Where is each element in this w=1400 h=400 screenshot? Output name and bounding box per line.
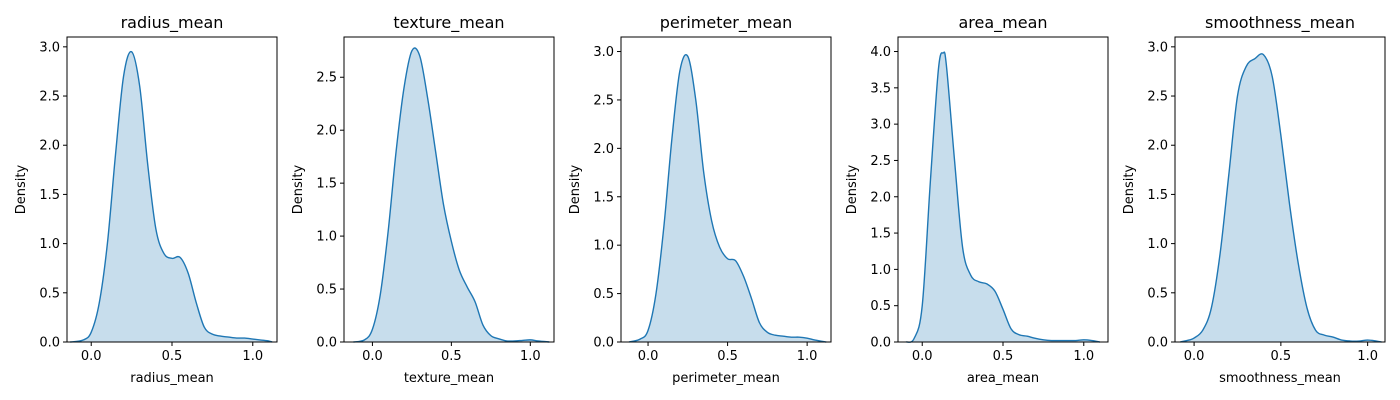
chart-5-panel: 0.0 0.5 1.0 0.0 0.5 1.0 1.5 2.0 2.5 3.0 smoothness… [1122, 13, 1386, 386]
chart-4-y-tick-label: 1.0 [870, 263, 891, 278]
chart-2-x-tick-label: 0.5 [441, 349, 462, 364]
chart-1-y-axis-label: Density [14, 164, 29, 214]
chart-2-x-tick-label: 0.0 [362, 349, 383, 364]
chart-4-y-axis-label: Density [845, 164, 860, 214]
chart-3-density-line [628, 53, 827, 343]
chart-1-density-area [70, 51, 273, 343]
chart-4-title: area_mean [958, 13, 1047, 33]
chart-2-y-tick-label: 1.0 [316, 230, 337, 245]
chart-1-x-tick-label: 1.0 [242, 349, 263, 364]
chart-5-x-tick-label: 0.5 [1271, 349, 1292, 364]
chart-1-y-tick-label: 2.5 [39, 90, 60, 105]
chart-4-y-tick-label: 0.5 [870, 299, 891, 314]
chart-2-panel: 0.0 0.5 1.00.00.51.01.52.02.5texture_meant… [291, 13, 555, 386]
chart-2-y-tick-label: 1.5 [316, 177, 337, 192]
chart-3-y-tick-label: 2.5 [593, 93, 614, 108]
chart-4-x-tick-label: 1.0 [1073, 349, 1094, 364]
chart-2-y-tick-label: 2.5 [316, 71, 337, 86]
chart-4-x-tick-label: 0.5 [993, 349, 1014, 364]
chart-3-y-tick-label: 2.0 [593, 142, 614, 157]
chart-4-y-tick-label: 1.5 [870, 227, 891, 242]
chart-4-x-tick-label: 0.0 [912, 349, 933, 364]
chart-4-y-tick-label: 2.0 [870, 190, 891, 205]
chart-1-y-tick-label: 1.0 [39, 237, 60, 252]
chart-3-axes-frame [620, 36, 832, 343]
chart-3-y-tick-label: 0.0 [593, 336, 614, 351]
chart-5-y-axis-label: Density [1122, 164, 1137, 214]
chart-1-x-axis-label: radius_mean [130, 371, 214, 386]
chart-4-density-line [905, 51, 1101, 343]
chart-2-title: texture_mean [393, 13, 504, 33]
chart-3-panel: 0.0 0.5 1.0 0.0 0.5 1.0 1.5 2.0 2.5 3.0 perimeter_… [568, 13, 832, 386]
chart-2-density-line [353, 47, 550, 343]
chart-1-density-line [70, 50, 273, 343]
chart-2-density-area [353, 48, 550, 343]
chart-3-y-tick-label: 1.0 [593, 239, 614, 254]
chart-5-y-tick-label: 1.0 [1147, 237, 1168, 252]
chart-5-x-tick-label: 0.0 [1184, 349, 1205, 364]
chart-4-y-tick-label: 3.5 [870, 81, 891, 96]
chart-2-y-tick-label: 2.0 [316, 124, 337, 139]
chart-2-axes-frame [343, 36, 555, 343]
chart-5-y-tick-label: 0.0 [1147, 336, 1168, 351]
chart-5-axes-frame [1174, 36, 1386, 343]
chart-4-density-area [906, 52, 1100, 343]
chart-3-x-tick-label: 0.0 [638, 349, 659, 364]
chart-4-panel: 0.0 0.5 1.0 0.0 0.5 1.0 1.5 2.0 2.5 3.0 3.5 4.0 area… [845, 13, 1109, 386]
chart-2-x-tick-label: 1.0 [520, 349, 541, 364]
chart-1-y-tick-label: 3.0 [39, 40, 60, 55]
chart-4-y-tick-label: 4.0 [870, 45, 891, 60]
chart-5-y-tick-label: 0.5 [1147, 286, 1168, 301]
chart-3-y-tick-label: 1.5 [593, 190, 614, 205]
chart-5-y-tick-label: 2.5 [1147, 90, 1168, 105]
chart-1-y-tick-label: 1.5 [39, 188, 60, 203]
chart-2-y-tick-label: 0.0 [316, 336, 337, 351]
chart-3-y-tick-label: 3.0 [593, 45, 614, 60]
chart-3-title: perimeter_mean [660, 13, 793, 33]
chart-5-density-area [1180, 53, 1382, 342]
chart-3-y-tick-label: 0.5 [593, 287, 614, 302]
chart-3-y-axis-label: Density [568, 164, 583, 214]
chart-1-panel: 0.0 0.5 1.0 0.0 0.5 1.0 1.5 2.0 2.5 3.0 radius_mea… [14, 13, 278, 386]
chart-5-y-tick-label: 1.5 [1147, 188, 1168, 203]
chart-5-title: smoothness_mean [1205, 13, 1355, 33]
chart-3-x-tick-label: 1.0 [797, 349, 818, 364]
chart-2-y-axis-label: Density [291, 164, 306, 214]
chart-2-y-tick-label: 0.5 [316, 283, 337, 298]
chart-5-x-axis-label: smoothness_mean [1219, 371, 1341, 386]
chart-1-y-tick-label: 2.0 [39, 139, 60, 154]
chart-1-x-tick-label: 0.5 [162, 349, 183, 364]
chart-5-density-line [1180, 53, 1382, 343]
chart-5-y-tick-label: 2.0 [1147, 139, 1168, 154]
chart-1-y-tick-label: 0.0 [39, 336, 60, 351]
chart-2-x-axis-label: texture_mean [404, 371, 494, 386]
chart-4-y-tick-label: 3.0 [870, 118, 891, 133]
chart-3-x-axis-label: perimeter_mean [672, 371, 780, 386]
chart-3-density-area [628, 54, 827, 342]
chart-5-x-tick-label: 1.0 [1357, 349, 1378, 364]
chart-1-y-tick-label: 0.5 [39, 286, 60, 301]
chart-1-title: radius_mean [121, 13, 224, 33]
chart-4-y-tick-label: 0.0 [870, 336, 891, 351]
chart-1-x-tick-label: 0.0 [81, 349, 102, 364]
chart-4-y-tick-label: 2.5 [870, 154, 891, 169]
chart-4-x-axis-label: area_mean [967, 371, 1039, 386]
chart-5-y-tick-label: 3.0 [1147, 40, 1168, 55]
chart-3-x-tick-label: 0.5 [717, 349, 738, 364]
